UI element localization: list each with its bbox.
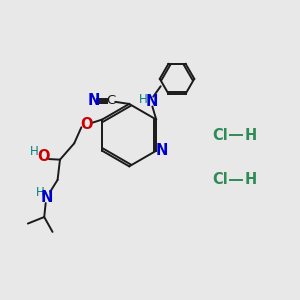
Text: H: H (36, 186, 45, 199)
Text: N: N (155, 143, 168, 158)
Text: N: N (41, 190, 53, 205)
Text: C: C (107, 94, 116, 107)
Text: Cl: Cl (212, 128, 228, 142)
Text: Cl: Cl (212, 172, 228, 187)
Text: H: H (245, 128, 257, 142)
Text: N: N (87, 94, 100, 109)
Text: H: H (139, 93, 148, 106)
Text: H: H (245, 172, 257, 187)
Text: O: O (38, 149, 50, 164)
Text: N: N (146, 94, 158, 109)
Text: H: H (30, 145, 38, 158)
Text: O: O (80, 117, 93, 132)
